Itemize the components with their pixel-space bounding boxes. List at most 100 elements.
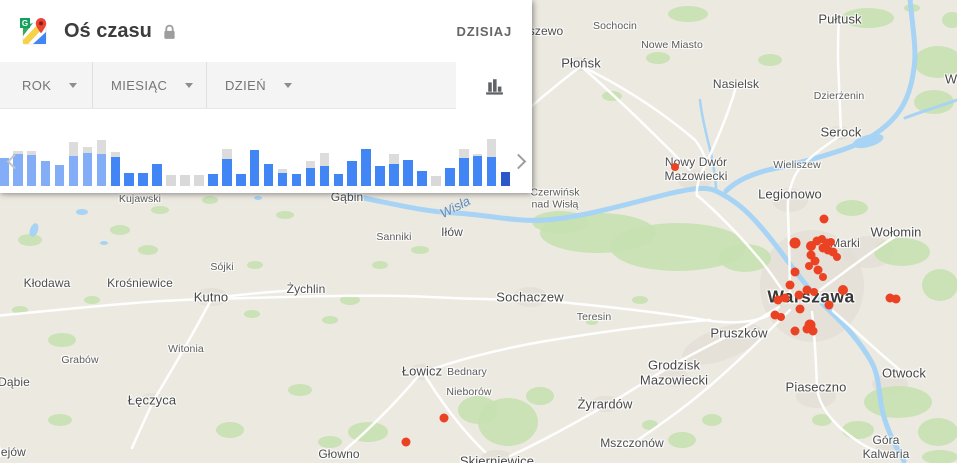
location-dot[interactable] xyxy=(795,304,805,314)
timeline-bar[interactable] xyxy=(222,149,232,186)
location-dot[interactable] xyxy=(838,285,848,295)
location-dot[interactable] xyxy=(824,300,834,310)
timeline-bar[interactable] xyxy=(277,169,288,186)
location-dot[interactable] xyxy=(808,326,818,336)
timeline-bar[interactable] xyxy=(361,149,371,186)
timeline-bar[interactable] xyxy=(180,175,190,186)
location-dot[interactable] xyxy=(813,265,823,275)
timeline-bar[interactable] xyxy=(319,153,330,186)
timeline-bar[interactable] xyxy=(417,171,427,186)
timeline-bar[interactable] xyxy=(291,174,302,186)
location-dot[interactable] xyxy=(671,163,679,171)
location-dot[interactable] xyxy=(805,262,813,270)
location-dot[interactable] xyxy=(790,267,800,277)
timeline-bar[interactable] xyxy=(263,164,274,186)
year-dropdown[interactable]: ROK xyxy=(0,62,92,108)
month-dropdown[interactable]: MIESIĄC xyxy=(92,62,206,108)
forest-areas xyxy=(12,4,957,463)
lock-icon xyxy=(164,24,175,39)
timeline-bar[interactable] xyxy=(375,166,385,186)
timeline-bar[interactable] xyxy=(403,160,413,186)
map-label: Pułtusk xyxy=(818,11,862,27)
timeline-bar[interactable] xyxy=(445,168,455,186)
location-dot[interactable] xyxy=(401,437,411,447)
map-label: Teresin xyxy=(576,310,612,323)
timeline-bar[interactable] xyxy=(472,154,483,186)
timeline-bar[interactable] xyxy=(208,174,218,186)
timeline-bar[interactable] xyxy=(389,154,399,186)
location-dot[interactable] xyxy=(790,326,800,336)
chevron-down-icon xyxy=(69,82,78,88)
timeline-bar[interactable] xyxy=(235,174,246,186)
location-dot[interactable] xyxy=(806,250,816,260)
map-label: Iłów xyxy=(441,224,463,239)
timeline-bar[interactable] xyxy=(12,151,23,186)
location-dot[interactable] xyxy=(785,280,795,290)
timeline-bar[interactable] xyxy=(486,139,497,186)
location-dot[interactable] xyxy=(812,236,822,246)
panel-header: G Oś czasu DZISIAJ xyxy=(0,0,532,62)
location-dot[interactable] xyxy=(789,237,801,249)
chevron-right-icon[interactable] xyxy=(510,153,527,170)
timeline-bar[interactable] xyxy=(110,152,121,186)
location-dot[interactable] xyxy=(819,214,829,224)
location-dot[interactable] xyxy=(780,293,790,303)
location-dot[interactable] xyxy=(794,290,804,300)
timeline-bar[interactable] xyxy=(305,161,316,186)
timeline-bar[interactable] xyxy=(333,174,344,186)
location-dot[interactable] xyxy=(777,313,785,321)
location-dot[interactable] xyxy=(773,295,783,305)
timeline-bar[interactable] xyxy=(347,161,358,186)
location-dot[interactable] xyxy=(802,285,812,295)
timeline-bar[interactable] xyxy=(96,140,107,186)
timeline-bar[interactable] xyxy=(249,150,260,186)
timeline-bar[interactable] xyxy=(458,149,469,186)
map-label: Nieborów xyxy=(446,385,492,398)
map-label: Sójki xyxy=(210,260,234,273)
location-dot[interactable] xyxy=(827,238,835,246)
location-dot[interactable] xyxy=(828,247,838,257)
location-dot[interactable] xyxy=(833,253,841,261)
timeline-bar[interactable] xyxy=(124,173,135,186)
location-dot[interactable] xyxy=(810,288,818,296)
location-dot[interactable] xyxy=(823,245,833,255)
histogram-view-button[interactable] xyxy=(456,62,532,109)
map-label: Płońsk xyxy=(561,55,601,71)
timeline-bar[interactable] xyxy=(166,175,176,186)
location-dot[interactable] xyxy=(819,273,827,281)
google-maps-logo-icon[interactable]: G xyxy=(20,16,50,46)
timeline-chart xyxy=(0,109,532,193)
location-dot[interactable] xyxy=(802,324,812,334)
location-dot[interactable] xyxy=(810,256,820,266)
timeline-bar[interactable] xyxy=(68,142,79,186)
today-button[interactable]: DZISIAJ xyxy=(456,23,512,39)
timeline-bar[interactable] xyxy=(138,173,148,186)
location-dot[interactable] xyxy=(439,413,449,423)
map-label: szewo xyxy=(528,23,564,38)
timeline-bar[interactable] xyxy=(152,164,162,186)
location-dot[interactable] xyxy=(818,243,828,253)
map-label: Kłodawa xyxy=(23,275,71,290)
rivers xyxy=(345,0,957,463)
timeline-bar[interactable] xyxy=(82,147,93,186)
timeline-bar[interactable] xyxy=(40,161,51,186)
timeline-bar[interactable] xyxy=(26,151,37,186)
map-label: Kutno xyxy=(193,289,229,305)
day-dropdown[interactable]: DZIEŃ xyxy=(206,62,315,108)
location-dot[interactable] xyxy=(818,235,826,243)
timeline-bar[interactable] xyxy=(431,176,441,186)
timeline-bar[interactable] xyxy=(54,165,65,186)
map-label: Głowno xyxy=(318,446,360,461)
location-dot[interactable] xyxy=(885,293,895,303)
map-label: Grodzisk Mazowiecki xyxy=(639,357,709,388)
map-label: Gąbin xyxy=(330,189,364,204)
timeline-bar[interactable] xyxy=(194,175,204,186)
map-label: Sochocin xyxy=(593,19,637,32)
timeline-bar[interactable] xyxy=(0,158,9,186)
location-dot[interactable] xyxy=(891,294,901,304)
location-dot[interactable] xyxy=(770,310,780,320)
location-dot[interactable] xyxy=(806,241,816,251)
map-label: Wieliszew xyxy=(773,158,821,171)
timeline-bar[interactable] xyxy=(500,172,511,186)
